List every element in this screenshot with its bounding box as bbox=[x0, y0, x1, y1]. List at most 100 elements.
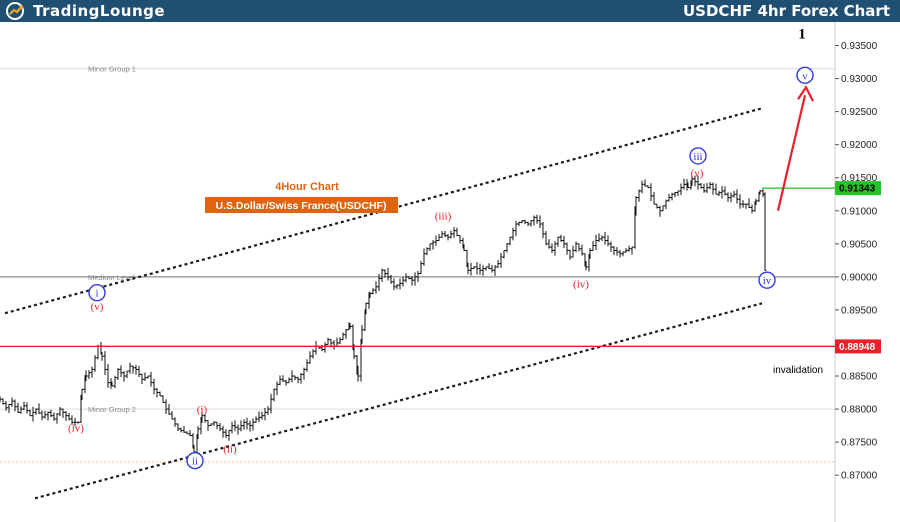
price-bar bbox=[93, 355, 97, 373]
wave-i-blue: i bbox=[88, 284, 106, 302]
price-bar bbox=[458, 235, 462, 244]
price-bar bbox=[708, 182, 712, 190]
price-bar bbox=[517, 221, 521, 227]
price-bar bbox=[455, 227, 459, 237]
price-bar bbox=[481, 265, 485, 276]
price-bar bbox=[744, 203, 748, 209]
wave-ii-blue-text: ii bbox=[192, 456, 198, 468]
price-bar bbox=[627, 245, 631, 252]
wave-1-black: 1 bbox=[798, 26, 806, 42]
wave-i-red: (i) bbox=[197, 404, 208, 416]
invalidation-price-tag-value: 0.88948 bbox=[839, 342, 876, 353]
price-bar bbox=[281, 375, 285, 382]
price-bar bbox=[263, 407, 267, 421]
price-bar bbox=[254, 416, 258, 423]
price-bar bbox=[158, 391, 162, 397]
price-bar bbox=[287, 377, 291, 384]
current-price-tag-value: 0.91343 bbox=[839, 184, 876, 195]
current-price-tag-box bbox=[835, 181, 881, 196]
price-bar bbox=[368, 291, 372, 298]
price-bar bbox=[729, 192, 733, 203]
price-bar bbox=[682, 178, 686, 190]
price-bar bbox=[696, 175, 700, 190]
price-bar bbox=[374, 281, 378, 294]
price-bar bbox=[615, 247, 619, 256]
price-bar bbox=[185, 431, 189, 435]
price-bar bbox=[203, 414, 207, 423]
price-bar bbox=[404, 273, 408, 283]
price-bar bbox=[52, 412, 56, 421]
price-bar bbox=[103, 351, 107, 376]
price-bar bbox=[565, 242, 569, 255]
wave-iv-red-left-text: (iv) bbox=[68, 423, 84, 435]
price-bar bbox=[493, 265, 497, 276]
invalidation-label: invalidation bbox=[773, 365, 823, 376]
price-bar bbox=[559, 234, 563, 242]
price-bar bbox=[597, 233, 601, 242]
price-bar bbox=[1, 398, 5, 405]
price-bar bbox=[389, 274, 393, 284]
price-bar bbox=[693, 175, 697, 187]
wave-i-blue-text: i bbox=[95, 288, 98, 300]
price-bar bbox=[603, 231, 607, 245]
price-bar bbox=[705, 182, 709, 193]
price-bar bbox=[305, 359, 309, 372]
price-bar bbox=[637, 189, 641, 202]
price-bar bbox=[245, 417, 249, 430]
price-bar bbox=[209, 423, 213, 427]
price-tick-label: 0.91000 bbox=[841, 206, 878, 217]
price-bar bbox=[233, 420, 237, 432]
price-bar bbox=[738, 194, 742, 209]
price-bar bbox=[547, 239, 551, 249]
medium-level-label: Medium Level bbox=[88, 273, 135, 282]
price-bar bbox=[466, 262, 470, 275]
price-bar bbox=[437, 233, 441, 242]
price-bar bbox=[164, 399, 168, 415]
price-tick-label: 0.92000 bbox=[841, 140, 878, 151]
price-bar bbox=[19, 406, 23, 414]
price-bar bbox=[646, 185, 650, 189]
price-bar bbox=[10, 397, 14, 407]
price-bar bbox=[364, 302, 368, 315]
wave-ii-red: (ii) bbox=[223, 444, 237, 456]
price-bar bbox=[13, 399, 17, 412]
price-bar bbox=[212, 421, 216, 426]
price-bar bbox=[686, 182, 690, 189]
price-bar bbox=[239, 420, 243, 432]
price-tick-label: 0.88500 bbox=[841, 372, 878, 383]
price-bar bbox=[690, 176, 694, 186]
price-bar bbox=[431, 240, 435, 250]
wave-iv-blue-circle bbox=[758, 271, 776, 289]
price-bar bbox=[658, 205, 662, 217]
price-bar bbox=[215, 421, 219, 430]
price-bar bbox=[269, 393, 273, 414]
price-bar bbox=[248, 420, 252, 432]
price-bar bbox=[422, 248, 426, 266]
price-bar bbox=[293, 375, 297, 380]
price-bar bbox=[571, 245, 575, 258]
price-bar bbox=[735, 189, 739, 204]
price-bar bbox=[434, 235, 438, 246]
price-bar bbox=[640, 180, 644, 194]
price-bar bbox=[676, 190, 680, 196]
wave-iv-blue: iv bbox=[758, 271, 776, 289]
wave-ii-blue: ii bbox=[186, 451, 204, 470]
price-bar bbox=[699, 182, 703, 189]
price-bar bbox=[221, 425, 225, 438]
wave-iii-blue: iii bbox=[689, 147, 707, 165]
price-bar bbox=[443, 231, 447, 238]
price-tick-label: 0.88000 bbox=[841, 405, 878, 416]
price-bar bbox=[714, 183, 718, 195]
price-bar bbox=[673, 192, 677, 198]
price-bar bbox=[395, 284, 399, 290]
price-bar bbox=[230, 421, 234, 434]
price-bar bbox=[750, 204, 754, 214]
price-bar bbox=[106, 363, 110, 388]
price-bar bbox=[496, 260, 500, 268]
price-bar bbox=[600, 235, 604, 242]
wave-v-red-minor-text: (v) bbox=[91, 301, 104, 313]
price-bar bbox=[170, 411, 174, 420]
price-bar bbox=[732, 190, 736, 198]
price-bar bbox=[110, 381, 114, 387]
price-bar bbox=[218, 422, 222, 432]
